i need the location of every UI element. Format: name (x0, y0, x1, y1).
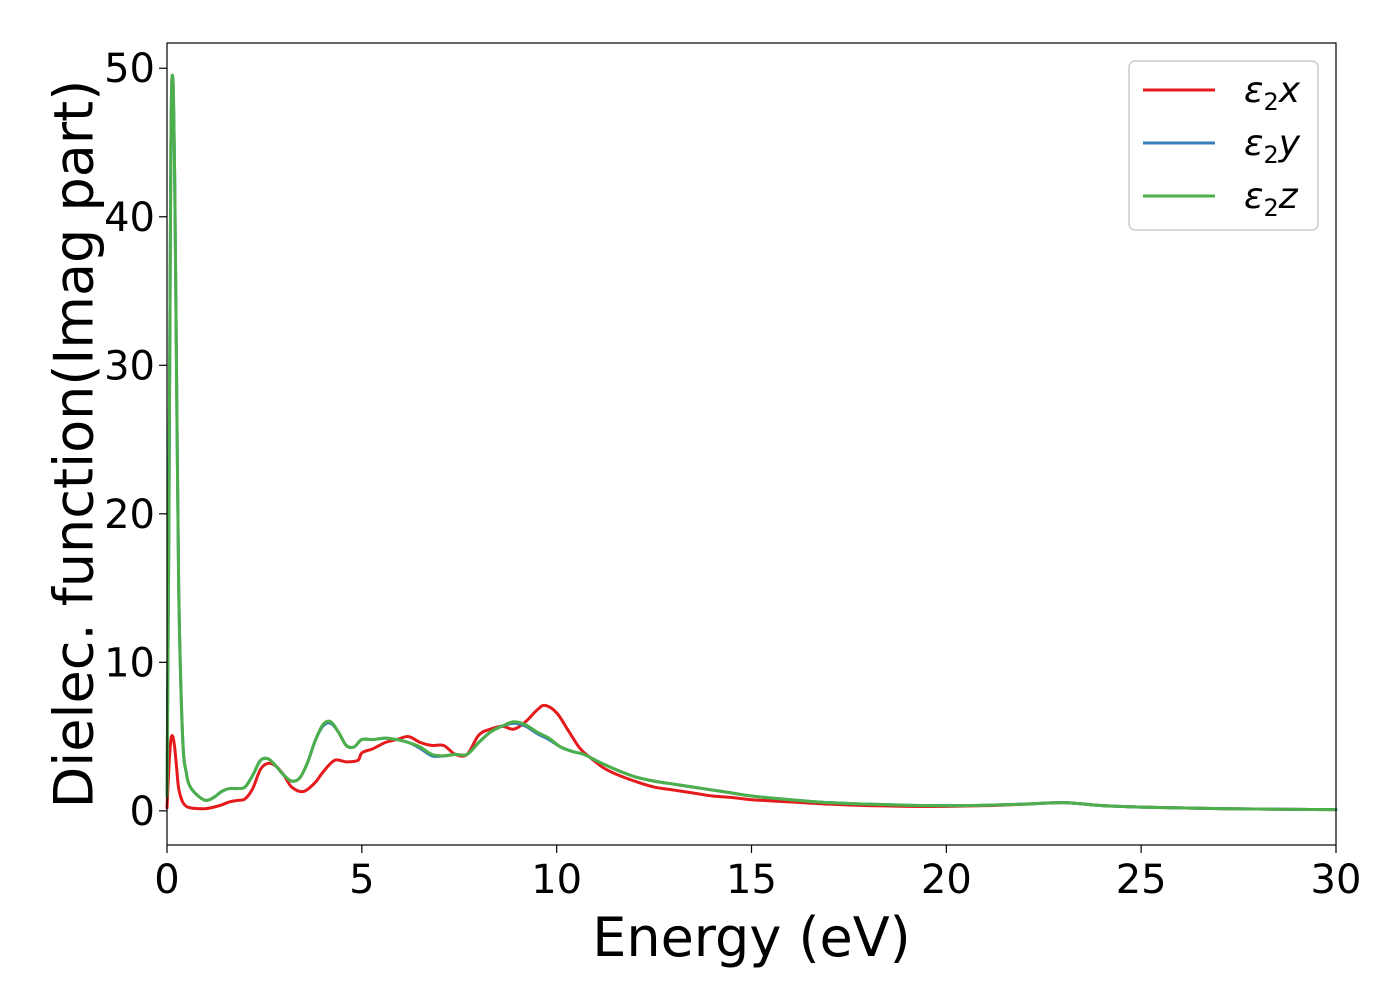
y-tick-label: 20 (104, 492, 155, 538)
series-layer (165, 73, 1338, 812)
x-axis-label: Energy (eV) (592, 906, 911, 969)
x-tick-label: 15 (726, 857, 777, 903)
x-tick-label: 5 (349, 857, 374, 903)
legend: ε2x ε2y ε2z (1128, 60, 1319, 231)
y-tick-label: 10 (104, 640, 155, 686)
x-axis-ticks: 0 5 10 15 20 25 30 (154, 845, 1361, 903)
legend-box (1128, 60, 1319, 231)
series-line-z (165, 73, 1338, 812)
y-axis-label: Dielec. function(Imag part) (43, 80, 106, 809)
x-tick-label: 30 (1311, 857, 1362, 903)
x-tick-label: 25 (1116, 857, 1167, 903)
legend-label-z: ε2z (1244, 176, 1299, 222)
x-tick-label: 20 (921, 857, 972, 903)
y-axis-ticks: 0 10 20 30 40 50 (104, 46, 167, 835)
legend-label-x: ε2x (1244, 70, 1301, 116)
y-tick-label: 30 (104, 343, 155, 389)
y-tick-label: 50 (104, 46, 155, 92)
x-tick-label: 0 (154, 857, 179, 903)
legend-label-y: ε2y (1244, 123, 1301, 169)
x-tick-label: 10 (531, 857, 582, 903)
y-tick-label: 40 (104, 195, 155, 241)
y-tick-label: 0 (130, 789, 155, 835)
